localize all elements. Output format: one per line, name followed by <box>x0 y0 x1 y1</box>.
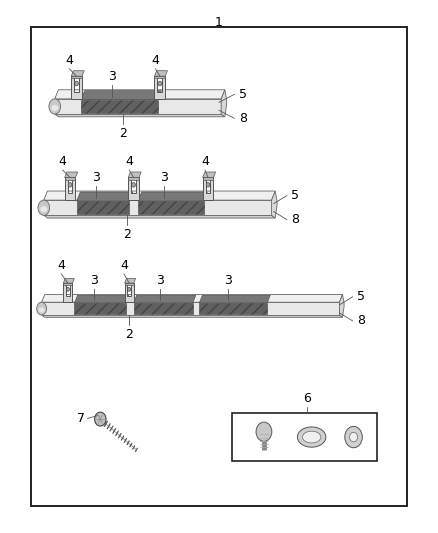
Text: 8: 8 <box>291 213 299 226</box>
Polygon shape <box>272 191 277 218</box>
Text: 3: 3 <box>92 171 100 184</box>
Circle shape <box>68 183 72 187</box>
Polygon shape <box>339 295 344 317</box>
Polygon shape <box>71 76 82 78</box>
Polygon shape <box>134 303 193 314</box>
Polygon shape <box>155 76 165 78</box>
Polygon shape <box>74 295 129 303</box>
Circle shape <box>66 287 70 291</box>
Circle shape <box>345 426 362 448</box>
Polygon shape <box>125 283 134 285</box>
Text: 4: 4 <box>120 259 128 272</box>
Polygon shape <box>55 114 225 117</box>
Polygon shape <box>221 90 227 117</box>
Text: 2: 2 <box>119 127 127 140</box>
Polygon shape <box>77 201 129 214</box>
Polygon shape <box>55 99 221 114</box>
Text: 4: 4 <box>59 155 67 168</box>
Circle shape <box>206 183 210 187</box>
Ellipse shape <box>51 105 58 111</box>
Text: 2: 2 <box>125 328 133 341</box>
Text: 5: 5 <box>357 290 365 303</box>
Text: 4: 4 <box>65 54 73 67</box>
Polygon shape <box>64 283 72 302</box>
Ellipse shape <box>302 431 321 443</box>
Polygon shape <box>44 215 275 218</box>
Polygon shape <box>74 303 126 314</box>
Circle shape <box>75 82 78 86</box>
Ellipse shape <box>38 200 49 215</box>
Circle shape <box>158 82 162 86</box>
Ellipse shape <box>39 308 45 312</box>
Polygon shape <box>128 177 139 200</box>
Polygon shape <box>65 177 75 200</box>
Polygon shape <box>65 177 75 180</box>
Text: 4: 4 <box>152 54 159 67</box>
Polygon shape <box>128 177 139 180</box>
Polygon shape <box>71 71 84 76</box>
Polygon shape <box>77 192 133 201</box>
Text: 4: 4 <box>125 155 133 168</box>
Polygon shape <box>203 177 213 180</box>
Text: 6: 6 <box>303 392 311 405</box>
Polygon shape <box>44 200 272 215</box>
Ellipse shape <box>297 427 326 447</box>
Polygon shape <box>199 295 270 303</box>
Text: 2: 2 <box>123 228 131 241</box>
Polygon shape <box>42 315 343 317</box>
Text: 8: 8 <box>357 314 365 327</box>
Circle shape <box>127 287 131 291</box>
Polygon shape <box>81 100 158 113</box>
Circle shape <box>256 422 272 441</box>
Polygon shape <box>203 177 213 200</box>
Text: 1: 1 <box>215 16 223 29</box>
Polygon shape <box>138 201 204 214</box>
Polygon shape <box>42 295 343 302</box>
Text: 3: 3 <box>224 274 232 287</box>
Polygon shape <box>155 76 165 99</box>
Polygon shape <box>55 90 225 99</box>
Text: 5: 5 <box>291 189 299 202</box>
Text: 8: 8 <box>239 112 247 125</box>
Polygon shape <box>44 191 275 200</box>
Ellipse shape <box>40 206 47 212</box>
Circle shape <box>350 432 357 442</box>
Polygon shape <box>199 303 267 314</box>
Text: 3: 3 <box>156 274 164 287</box>
Polygon shape <box>64 279 74 283</box>
Polygon shape <box>134 295 196 303</box>
Polygon shape <box>128 172 141 177</box>
Polygon shape <box>64 283 72 285</box>
Polygon shape <box>71 76 82 99</box>
Text: 5: 5 <box>239 88 247 101</box>
Text: 3: 3 <box>160 171 168 184</box>
Polygon shape <box>81 91 161 100</box>
Polygon shape <box>138 192 207 201</box>
Ellipse shape <box>37 302 46 315</box>
Text: 4: 4 <box>201 155 209 168</box>
Text: 4: 4 <box>57 259 65 272</box>
Circle shape <box>132 183 135 187</box>
Text: 3: 3 <box>108 70 116 83</box>
Polygon shape <box>125 279 136 283</box>
Text: 3: 3 <box>90 274 98 287</box>
Circle shape <box>95 412 106 426</box>
Polygon shape <box>203 172 215 177</box>
Text: 7: 7 <box>78 412 85 425</box>
Ellipse shape <box>49 99 60 114</box>
Polygon shape <box>42 302 339 315</box>
Polygon shape <box>65 172 78 177</box>
Polygon shape <box>125 283 134 302</box>
Polygon shape <box>155 71 167 76</box>
